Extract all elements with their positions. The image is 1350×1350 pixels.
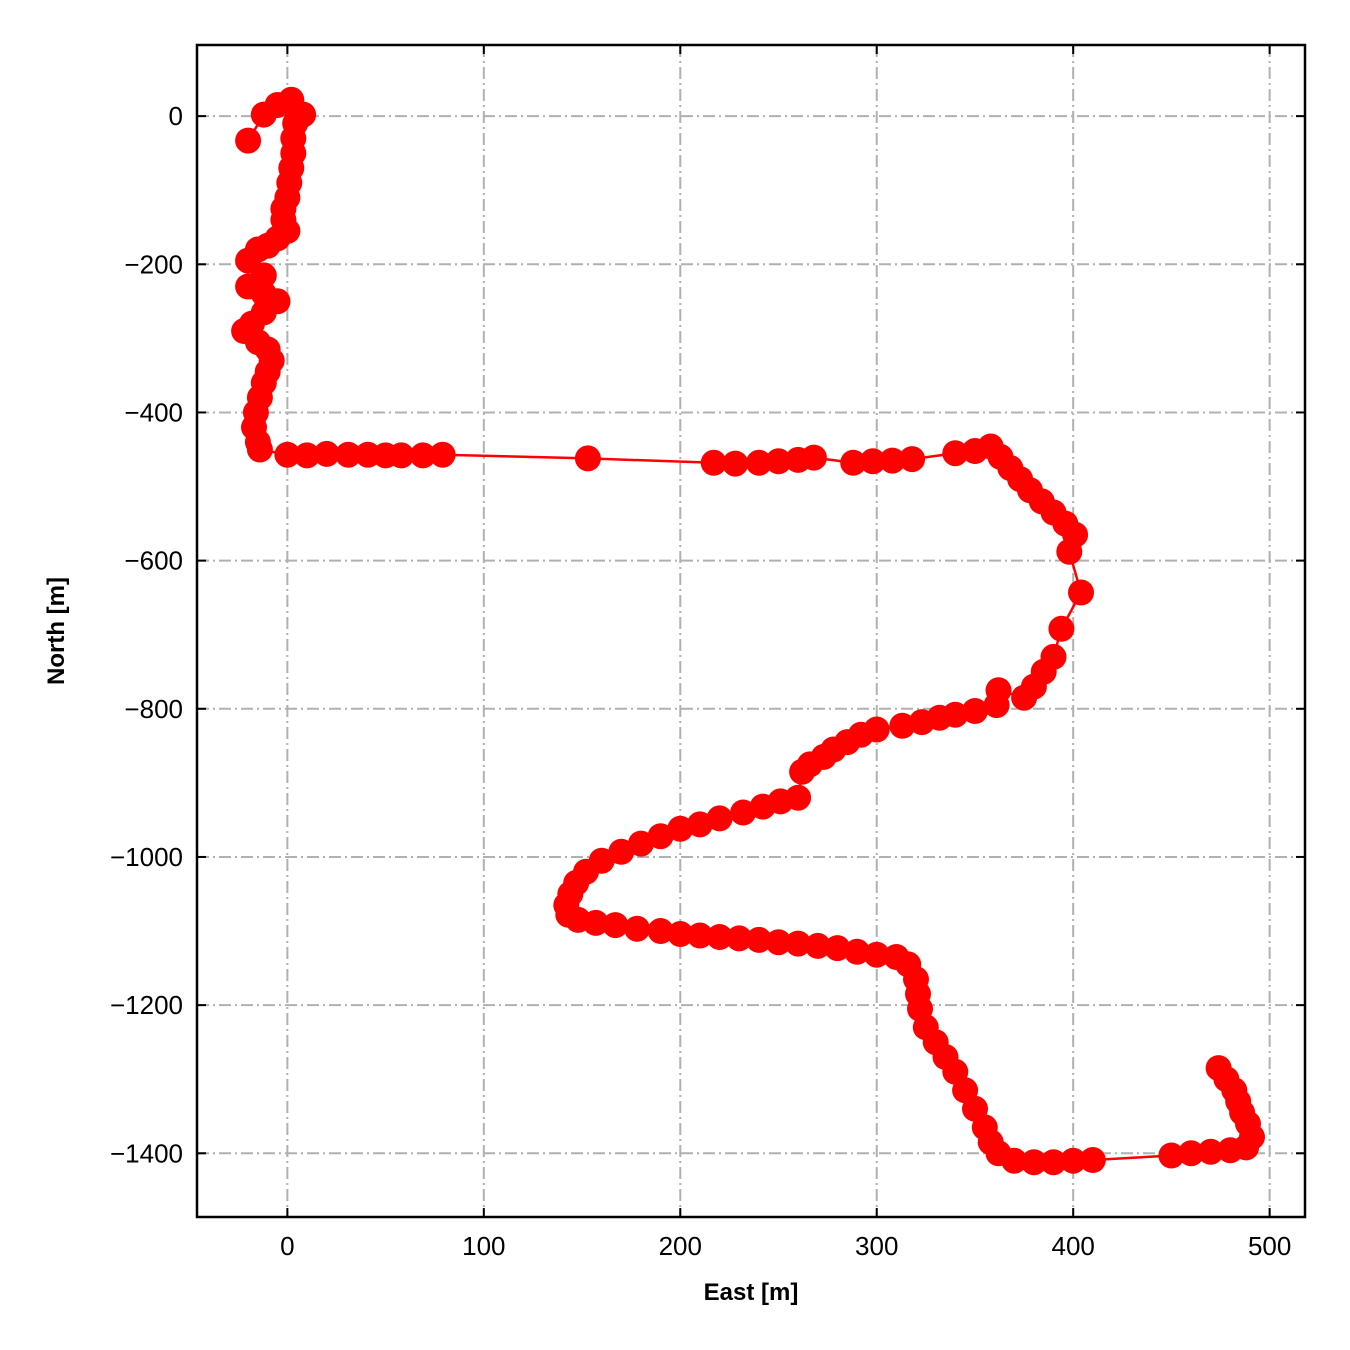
trajectory-point (844, 938, 871, 965)
trajectory-point (667, 921, 694, 947)
trajectory-point (749, 793, 776, 820)
axis-ticks: 0 100 200 300 400 500 0 −200 −400 −600 −800 −1000 −1… (110, 45, 1305, 1261)
trajectory-point (1048, 615, 1075, 642)
trajectory-point (1158, 1142, 1185, 1169)
x-tick-label: 0 (280, 1231, 294, 1261)
trajectory-point (1178, 1140, 1205, 1167)
trajectory-point (313, 440, 340, 467)
trajectory-point (840, 449, 867, 476)
trajectory-point (409, 442, 436, 469)
trajectory-point (388, 442, 415, 469)
trajectory-point (863, 941, 890, 968)
x-tick-label: 200 (659, 1231, 702, 1261)
trajectory-point (1020, 1149, 1047, 1176)
trajectory-point (647, 823, 674, 850)
y-tick-label: −1000 (110, 842, 183, 872)
y-tick-label: 0 (169, 101, 183, 131)
trajectory-point (582, 909, 609, 936)
trajectory-point (1079, 1147, 1106, 1173)
trajectory-point (824, 935, 851, 962)
x-tick-label: 300 (855, 1231, 898, 1261)
trajectory-point (1040, 1149, 1067, 1176)
y-tick-label: −600 (124, 546, 183, 576)
trajectory-point (235, 127, 262, 154)
trajectory-point (628, 830, 654, 857)
trajectory-point (859, 448, 886, 475)
trajectory-point (700, 449, 727, 476)
trajectory-point (647, 918, 674, 944)
trajectory-point (429, 441, 456, 468)
y-tick-label: −200 (124, 249, 183, 279)
track-layer (231, 86, 1265, 1176)
trajectory-point (908, 709, 935, 736)
trajectory-point (608, 838, 635, 865)
y-tick-label: −1400 (110, 1138, 183, 1168)
plot-frame (195, 43, 1307, 1219)
trajectory-point (1011, 684, 1038, 711)
trajectory-point (294, 442, 320, 469)
trajectory-point (726, 925, 753, 952)
trajectory-point (942, 440, 969, 467)
trajectory-point (246, 436, 273, 463)
trajectory-point (800, 444, 827, 471)
y-tick-label: −800 (124, 694, 183, 724)
trajectory-point (889, 712, 916, 739)
trajectory-point (602, 912, 629, 939)
trajectory-point (983, 692, 1010, 719)
trajectory-point (667, 815, 694, 842)
trajectory-point (686, 922, 713, 949)
trajectory-point (745, 926, 772, 953)
trajectory-point (1068, 579, 1094, 606)
y-axis-label: North [m] (43, 577, 70, 685)
trajectory-point (1001, 1147, 1028, 1174)
trajectory-point (722, 450, 749, 477)
trajectory-point (785, 930, 812, 957)
trajectory-point (1197, 1138, 1224, 1165)
x-tick-label: 500 (1248, 1231, 1291, 1261)
trajectory-point (274, 441, 301, 468)
x-tick-label: 100 (462, 1231, 505, 1261)
trajectory-point (962, 698, 988, 724)
trajectory-point (686, 811, 713, 838)
x-tick-label: 400 (1051, 1231, 1094, 1261)
trajectory-point (804, 932, 831, 959)
y-tick-label: −400 (124, 397, 183, 427)
trajectory-line (242, 98, 1254, 1164)
x-axis-label: East [m] (704, 1279, 799, 1306)
trajectory-point (706, 805, 733, 832)
trajectory-point (765, 929, 792, 956)
trajectory-point (789, 758, 816, 785)
y-tick-label: −1200 (110, 990, 183, 1020)
trajectory-point (624, 915, 651, 942)
trajectory-point (335, 441, 362, 468)
trajectory-point (879, 447, 906, 474)
trajectory-point (1060, 1147, 1087, 1174)
trajectory-point (574, 445, 601, 472)
trajectory-point (899, 446, 926, 473)
grid (197, 45, 1305, 1217)
trajectory-point (745, 449, 772, 476)
trajectory-point (730, 799, 757, 826)
trajectory-point (1056, 538, 1083, 565)
trajectory-point (706, 924, 733, 950)
trajectory-point (1205, 1055, 1232, 1082)
trajectory-point (765, 448, 792, 475)
